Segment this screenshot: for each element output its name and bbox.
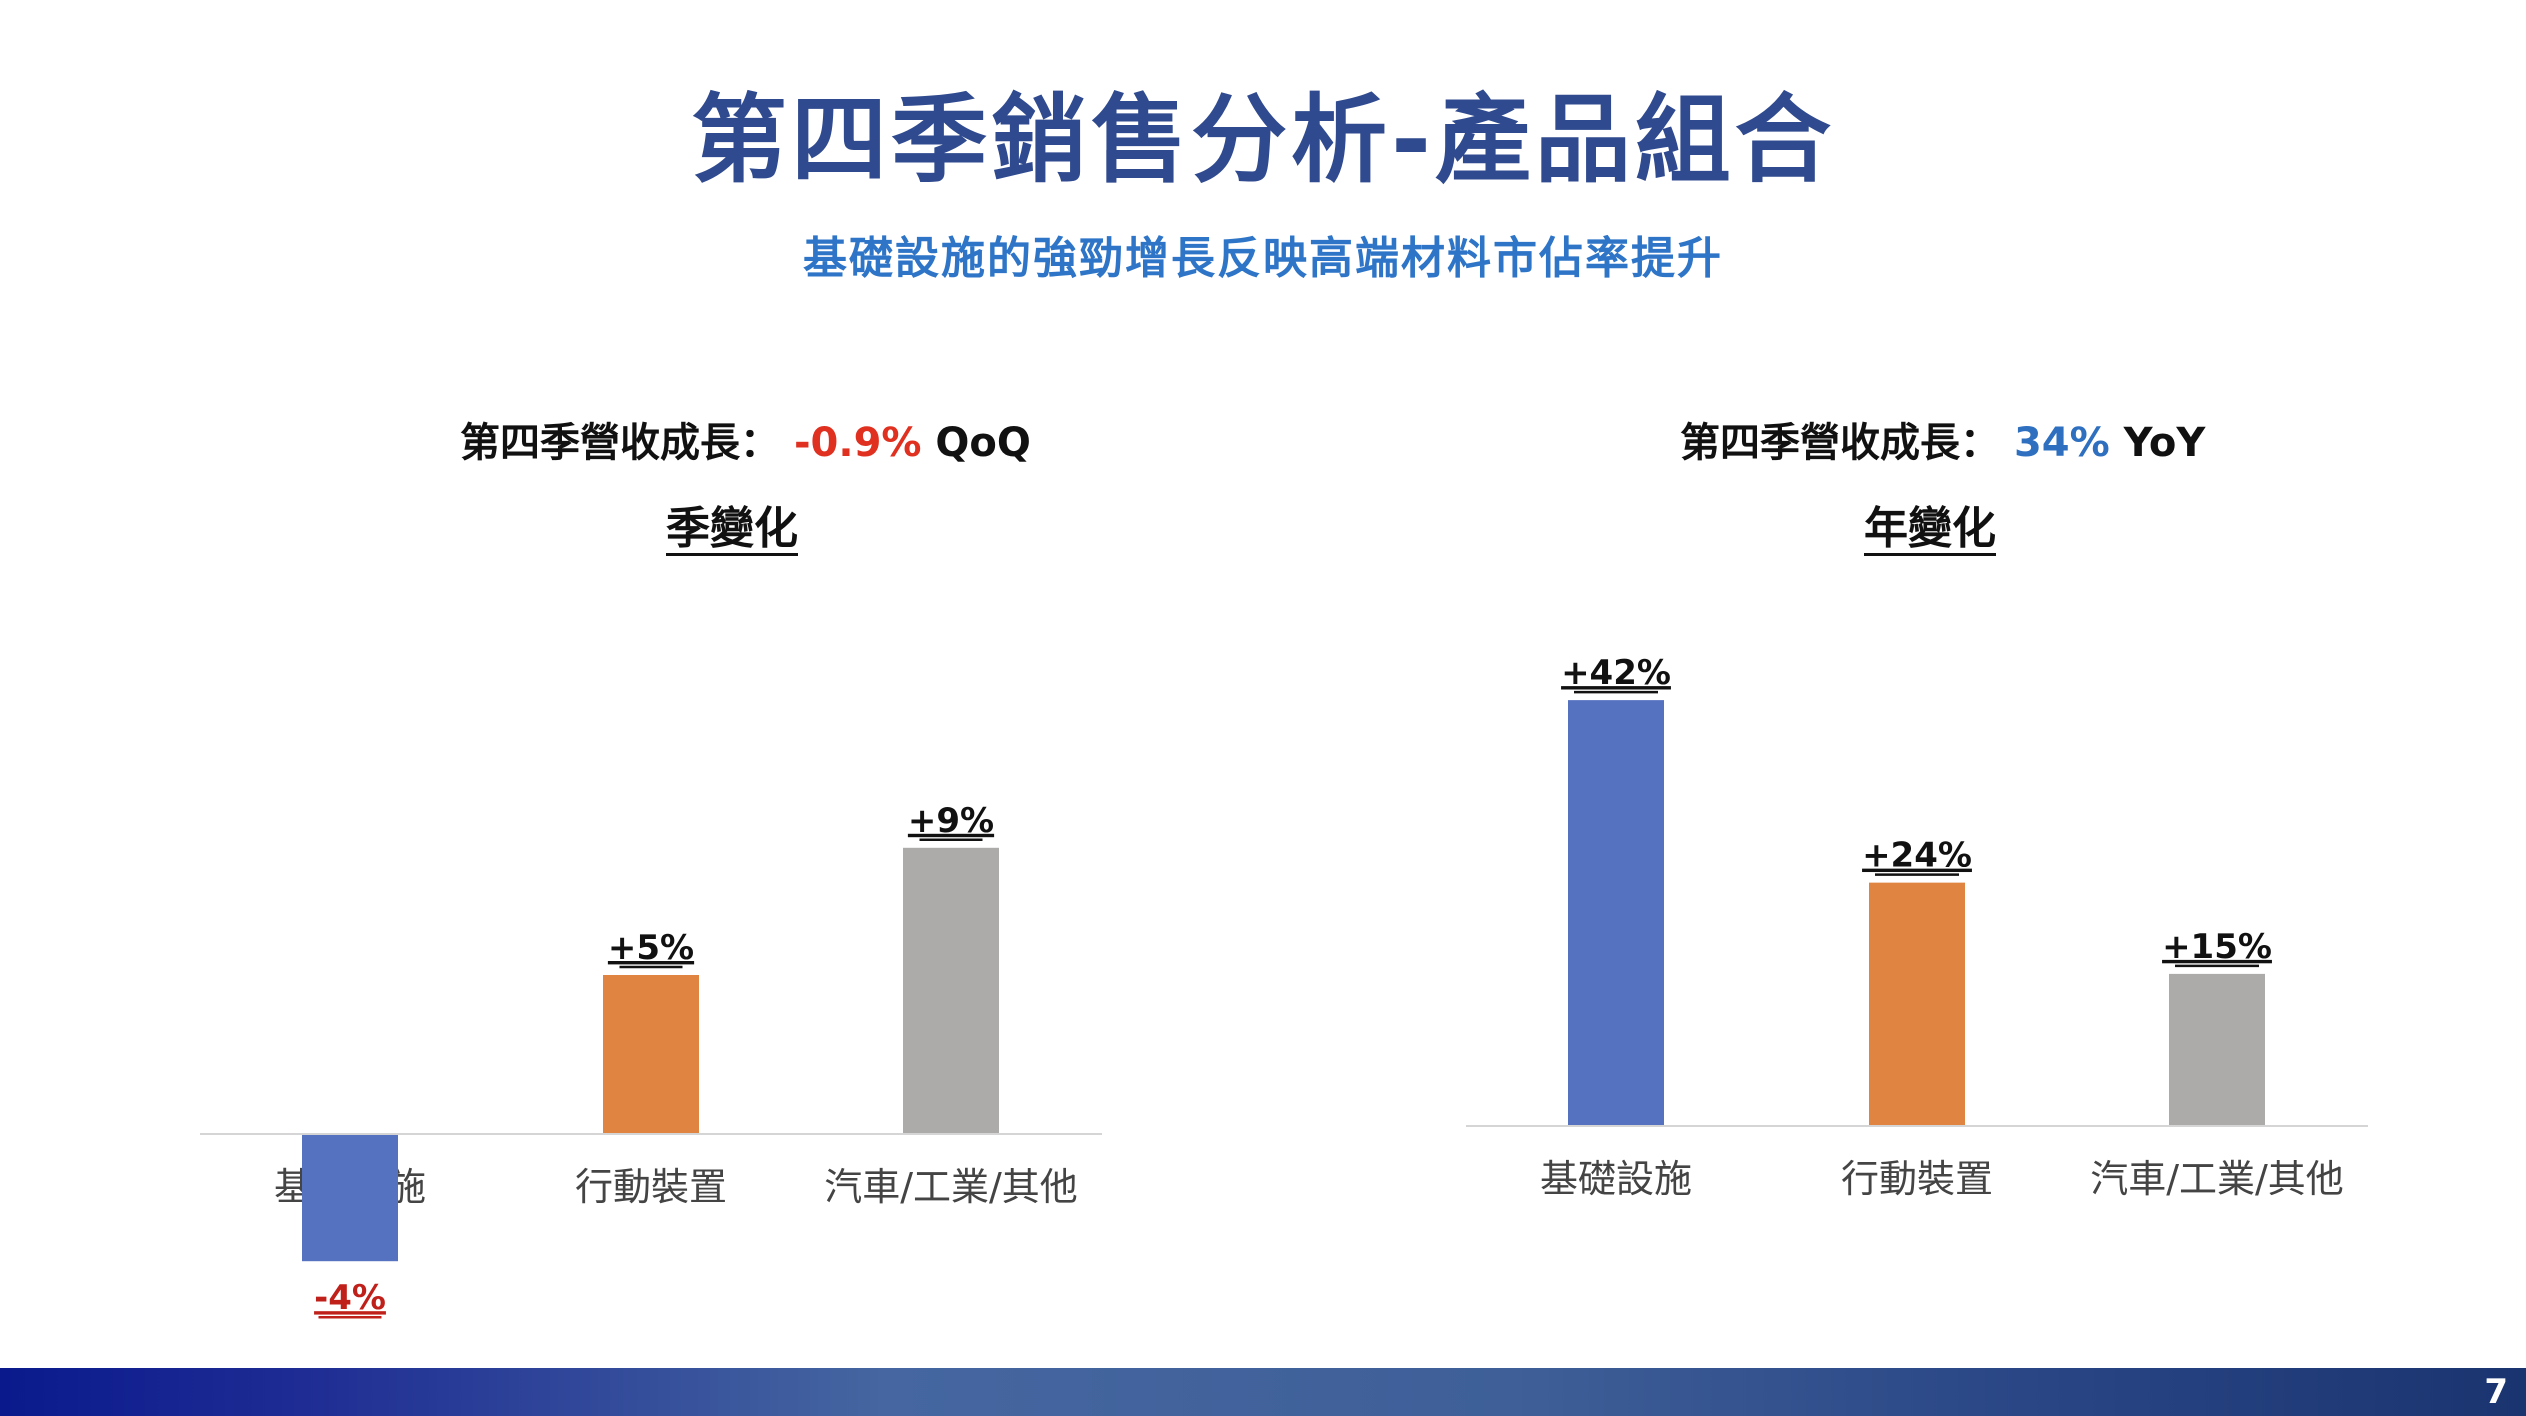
yoy-category-label-1: 行動裝置 (1841, 1157, 1993, 1201)
slide-title: 第四季銷售分析-產品組合 (691, 84, 1835, 196)
qoq-category-label-2: 汽車/工業/其他 (824, 1165, 1078, 1209)
yoy-bar-1 (1869, 882, 1965, 1126)
yoy-data-label-0: +42% (1561, 653, 1671, 693)
yoy-growth-unit: YoY (2123, 420, 2206, 466)
footer-bar (0, 1368, 2526, 1416)
qoq-growth-unit: QoQ (935, 420, 1031, 466)
qoq-bar-2 (903, 847, 999, 1134)
page-number: 7 (2484, 1372, 2508, 1412)
yoy-data-label-1: +24% (1862, 836, 1972, 876)
qoq-chart-title: 季變化 (666, 503, 798, 554)
qoq-bar-1 (603, 975, 699, 1134)
qoq-growth-summary: 第四季營收成長： -0.9% QoQ (460, 410, 1031, 468)
yoy-category-label-2: 汽車/工業/其他 (2090, 1157, 2344, 1201)
yoy-growth-prefix: 第四季營收成長： (1680, 420, 2000, 466)
qoq-data-label-2: +9% (908, 801, 994, 841)
qoq-data-label-1: +5% (608, 928, 694, 968)
qoq-bar-0 (302, 1134, 398, 1262)
qoq-growth-value: -0.9% (793, 420, 922, 466)
yoy-chart-title: 年變化 (1864, 503, 1996, 554)
qoq-growth-prefix: 第四季營收成長： (460, 420, 780, 466)
slide-subtitle: 基礎設施的強勁增長反映高端材料市佔率提升 (803, 233, 1723, 284)
yoy-growth-value: 34% (2013, 420, 2110, 466)
yoy-growth-summary: 第四季營收成長： 34% YoY (1680, 410, 2205, 468)
yoy-bar-2 (2169, 973, 2265, 1126)
yoy-bar-0 (1568, 700, 1664, 1126)
yoy-data-label-2: +15% (2162, 927, 2272, 967)
qoq-category-label-1: 行動裝置 (575, 1165, 727, 1209)
yoy-category-label-0: 基礎設施 (1540, 1157, 1692, 1201)
qoq-data-label-0: -4% (314, 1278, 386, 1318)
